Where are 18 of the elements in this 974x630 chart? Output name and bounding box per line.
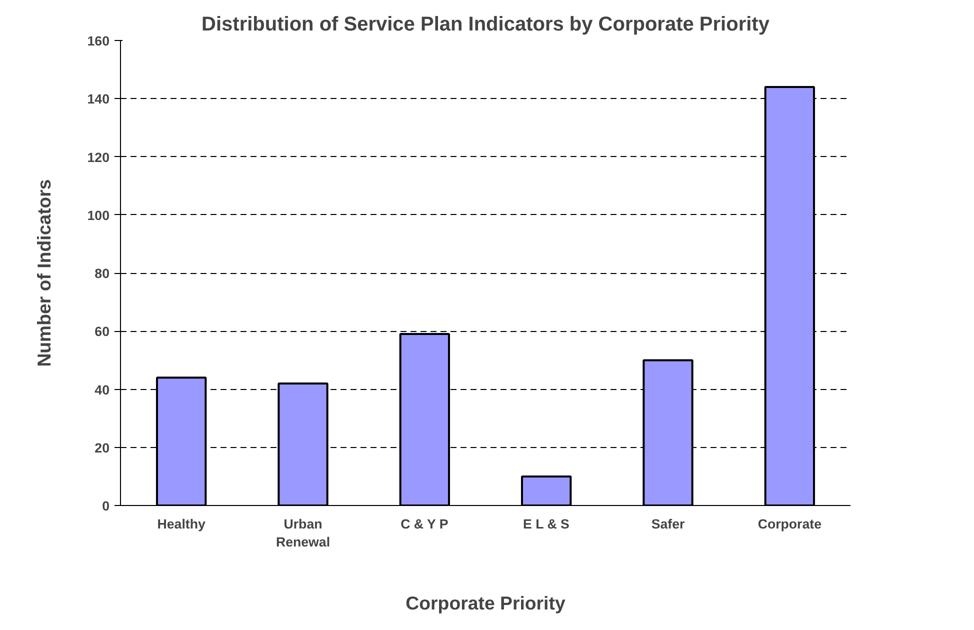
y-tick-label: 20 [94, 440, 110, 456]
x-tick-label: Healthy [157, 516, 206, 532]
y-tick-label: 100 [87, 208, 110, 223]
y-tick-label: 60 [94, 324, 110, 340]
y-tick-label: 80 [94, 266, 110, 281]
chart-title: Distribution of Service Plan Indicators by Corporate Priority [202, 14, 770, 36]
x-tick-label: C & Y P [400, 516, 448, 532]
y-tick-label: 40 [94, 382, 110, 398]
y-tick-label: 160 [87, 34, 110, 48]
x-tick-label: Urban Renewal [276, 516, 330, 550]
x-tick-label: Safer [651, 516, 685, 532]
x-tick-label: Corporate [758, 516, 822, 532]
y-tick-label: 140 [87, 92, 110, 107]
x-axis-title: Corporate Priority [406, 592, 566, 614]
y-axis-title: Number of Indicators [33, 179, 54, 367]
x-tick-label: E L & S [523, 516, 570, 532]
y-tick-label: 0 [102, 498, 110, 514]
y-tick-label: 120 [87, 150, 110, 165]
